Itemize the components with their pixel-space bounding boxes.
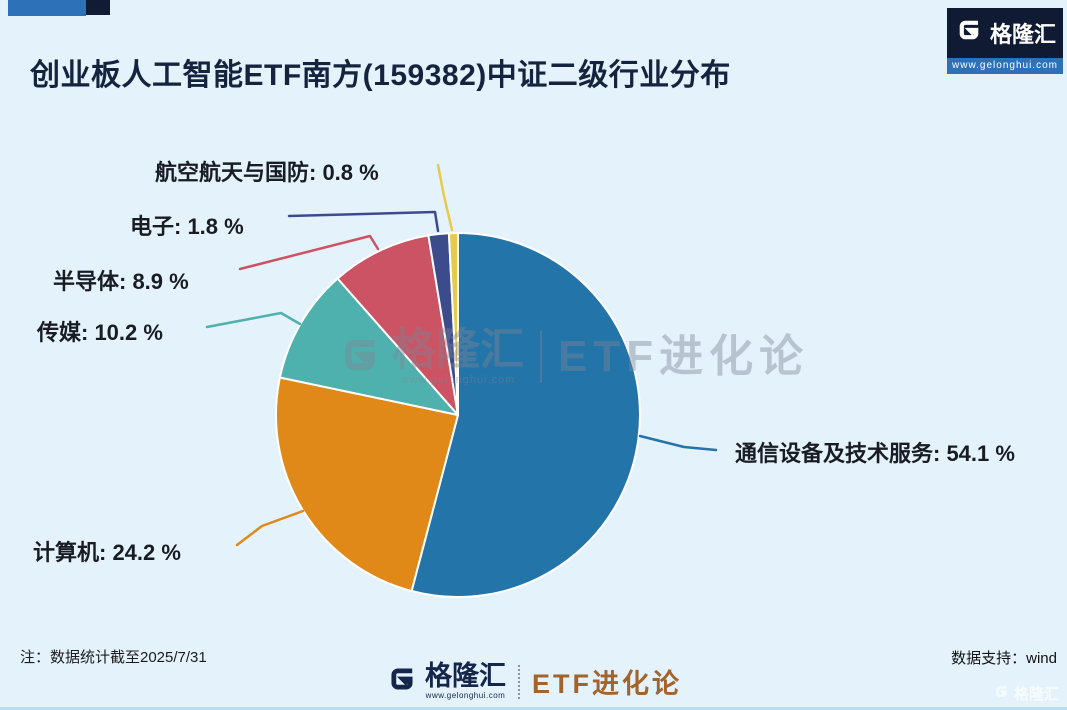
data-source: 数据支持：wind <box>951 650 1057 667</box>
brand-name: 格隆汇 <box>989 22 1056 47</box>
pie-slice-0 <box>410 232 641 598</box>
corner-brand-name: 格隆汇 <box>1013 686 1059 703</box>
accent-bar-navy <box>86 0 110 15</box>
footer-g-icon <box>385 662 419 701</box>
leader-line-1 <box>235 509 305 547</box>
footer-brand-url: www.gelonghui.com <box>425 691 506 700</box>
slice-label-computer: 计算机: 24.2 % <box>33 540 181 565</box>
footer-divider <box>518 664 520 699</box>
page-title: 创业板人工智能ETF南方(159382)中证二级行业分布 <box>30 59 731 93</box>
brand-url: www.gelonghui.com <box>947 58 1063 74</box>
pie-slice-3 <box>336 234 459 416</box>
bottom-edge-line <box>0 707 1067 710</box>
brand-logo: 格隆汇 <box>947 8 1063 58</box>
leader-line-5 <box>436 163 454 232</box>
gelonghui-g-icon <box>954 15 984 51</box>
footer-series: ETF进化论 <box>532 669 682 699</box>
slice-label-media: 传媒: 10.2 % <box>37 320 163 345</box>
slice-label-telecom: 通信设备及技术服务: 54.1 % <box>735 441 1015 466</box>
footer-brand: 格隆汇 www.gelonghui.com ETF进化论 <box>0 662 1067 701</box>
footer-brand-name: 格隆汇 <box>425 661 506 691</box>
pie-slice-5 <box>447 231 459 416</box>
slice-label-semiconductor: 半导体: 8.9 % <box>53 269 189 294</box>
leader-line-2 <box>205 311 302 329</box>
accent-bar-blue <box>8 0 86 16</box>
leader-line-4 <box>287 210 440 233</box>
leader-line-0 <box>638 434 718 452</box>
leader-line-3 <box>238 234 380 271</box>
corner-watermark: 格隆汇 <box>993 683 1059 704</box>
corner-g-icon <box>993 683 1010 704</box>
slice-label-electronics: 电子: 1.8 % <box>130 214 244 239</box>
brand-logo-box: 格隆汇 www.gelonghui.com <box>947 8 1063 74</box>
footnote: 注：数据统计截至2025/7/31 <box>20 649 207 666</box>
slice-label-aerospace: 航空航天与国防: 0.8 % <box>155 160 379 185</box>
